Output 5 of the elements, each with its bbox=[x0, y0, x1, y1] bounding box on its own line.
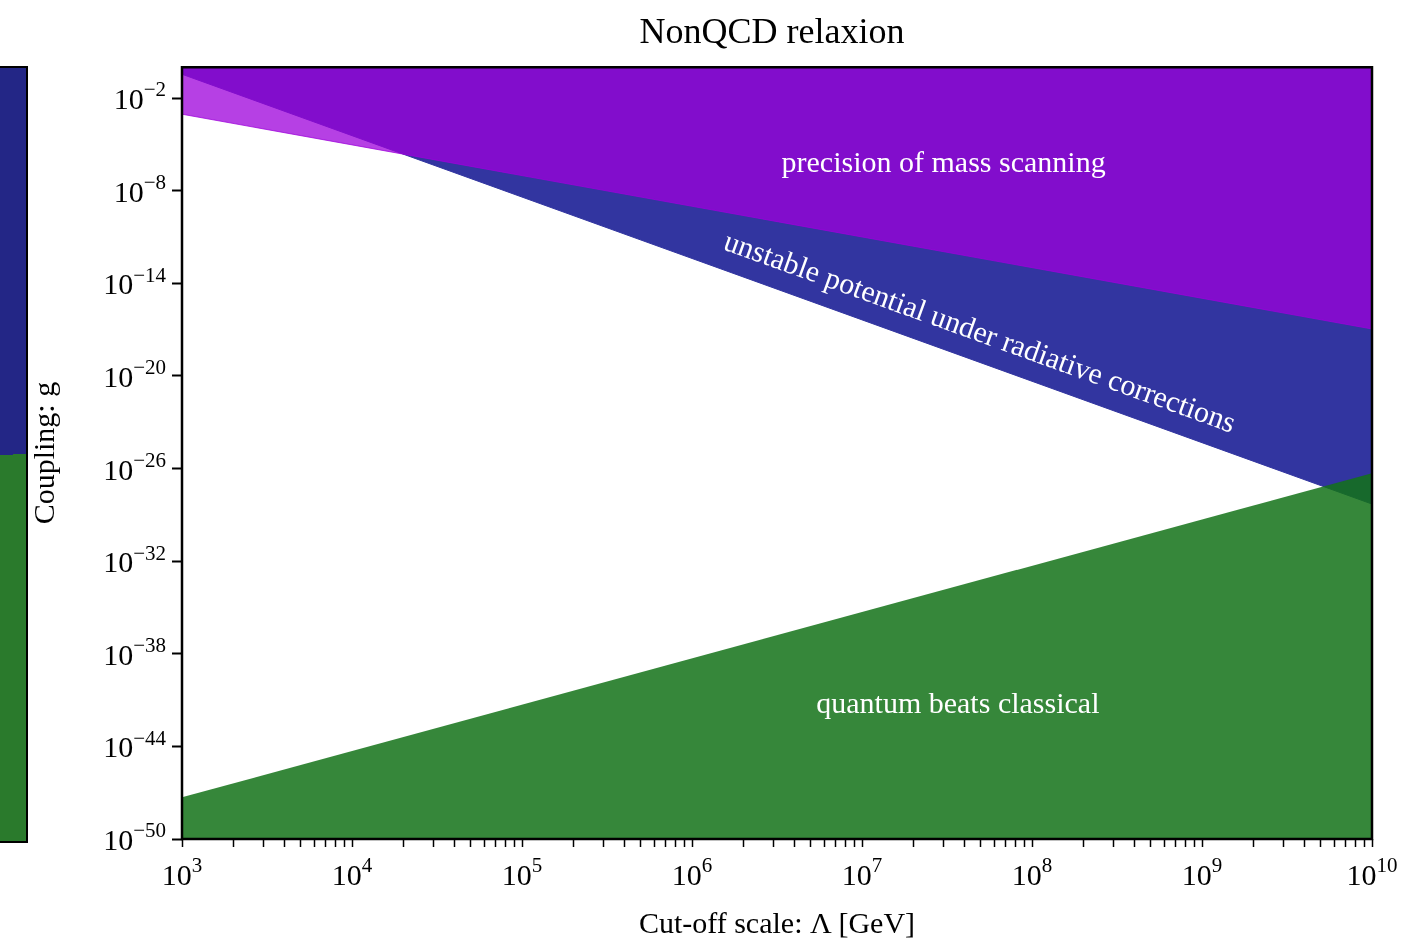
chart-title: NonQCD relaxion bbox=[639, 11, 905, 52]
x-axis-title: Cut-off scale: Λ [GeV] bbox=[638, 906, 916, 939]
annotation: quantum beats classical bbox=[816, 685, 1100, 719]
annotation: precision of mass scanning bbox=[781, 144, 1106, 178]
y-axis-title: Coupling: g bbox=[27, 381, 60, 525]
